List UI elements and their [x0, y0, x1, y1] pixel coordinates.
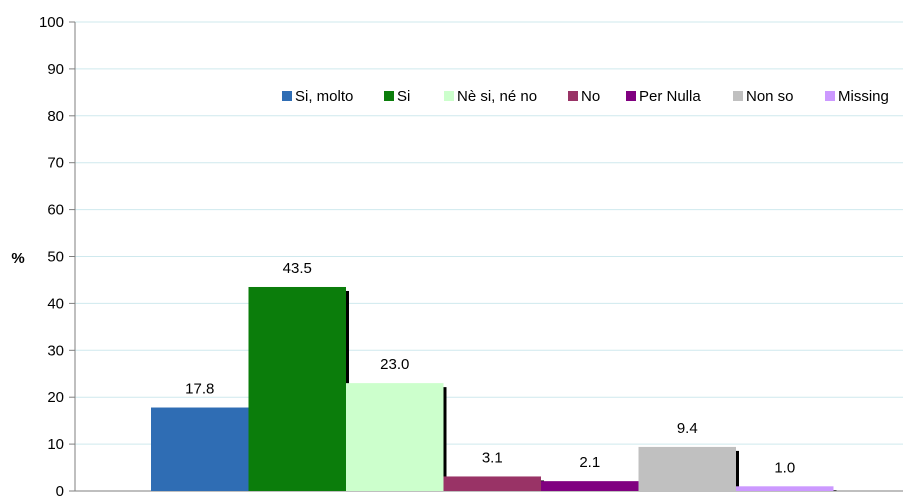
y-tick-label: 60: [47, 202, 64, 219]
y-tick-label: 30: [47, 342, 64, 359]
data-label: 9.4: [677, 420, 698, 437]
data-label: 2.1: [579, 454, 600, 471]
data-label: 23.0: [380, 356, 409, 373]
bar: [736, 486, 834, 491]
bar: [638, 446, 736, 491]
y-tick-label: 70: [47, 155, 64, 172]
legend-swatch: [626, 91, 636, 101]
legend-swatch: [282, 91, 292, 101]
legend-label: Missing: [838, 88, 889, 105]
y-tick-label: 20: [47, 389, 64, 406]
bar: [541, 481, 639, 491]
y-tick-label: 100: [39, 14, 64, 31]
legend-swatch: [733, 91, 743, 101]
y-tick-label: 0: [56, 483, 64, 498]
bars: [151, 286, 837, 491]
y-tick-label: 90: [47, 61, 64, 78]
legend-label: No: [581, 88, 600, 105]
bar: [346, 383, 444, 491]
bar-shadow: [832, 490, 837, 491]
y-tick-label: 10: [47, 436, 64, 453]
legend-swatch: [444, 91, 454, 101]
legend-label: Non so: [746, 88, 794, 105]
data-label: 43.5: [283, 260, 312, 277]
legend-label: Per Nulla: [639, 88, 701, 105]
bar-shadow: [442, 387, 447, 491]
y-tick-label: 80: [47, 108, 64, 125]
bar: [151, 407, 249, 491]
data-labels: 17.8 43.5 23.0 3.1 2.1 9.4 1.0: [185, 260, 795, 476]
legend-swatch: [384, 91, 394, 101]
legend: Si, molto Si Nè si, né no No Per Nulla Non so…: [282, 88, 889, 105]
axes: 0 10 20 30 40 50 60 70 80 90 100: [39, 14, 903, 500]
data-label: 17.8: [185, 381, 214, 398]
legend-swatch: [825, 91, 835, 101]
bar: [443, 476, 541, 491]
bar-shadow: [735, 450, 739, 491]
data-label: 1.0: [774, 459, 795, 476]
y-tick-label: 50: [47, 249, 64, 266]
legend-label: Nè si, né no: [457, 88, 537, 105]
bar: [248, 286, 346, 491]
gridlines: [75, 21, 903, 445]
y-tick-label: 40: [47, 295, 64, 312]
legend-label: Si, molto: [295, 88, 353, 105]
legend-swatch: [568, 91, 578, 101]
data-label: 3.1: [482, 449, 503, 466]
legend-label: Si: [397, 88, 410, 105]
y-axis-label: %: [11, 250, 24, 267]
